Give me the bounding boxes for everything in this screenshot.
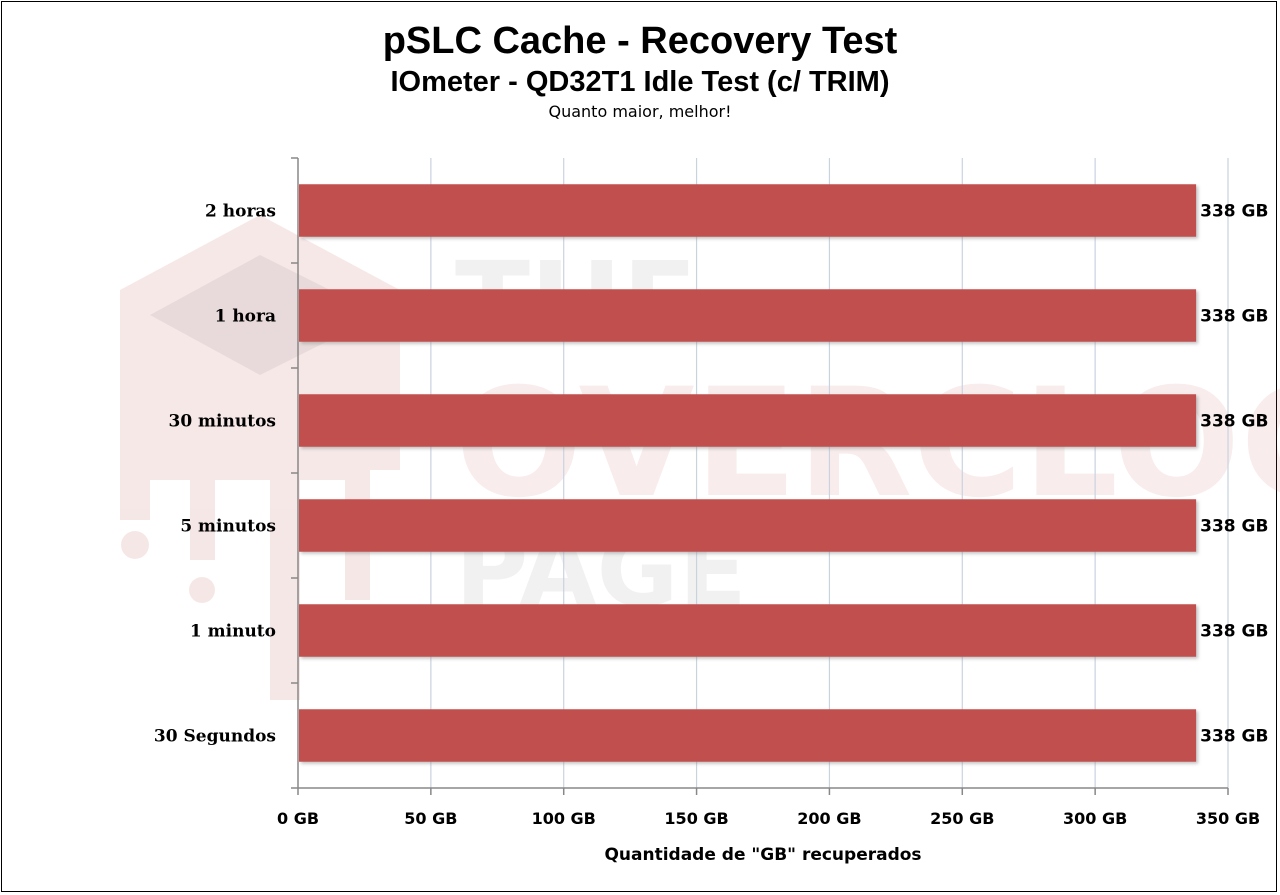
data-label: 338 GB: [1200, 307, 1268, 327]
data-label: 338 GB: [1200, 727, 1268, 747]
bar: [299, 499, 1197, 552]
category-label: 1 hora: [215, 307, 276, 327]
x-tick-label: 250 GB: [930, 809, 994, 828]
data-label: 338 GB: [1200, 412, 1268, 432]
x-tick-label: 350 GB: [1196, 809, 1260, 828]
x-tick-label: 200 GB: [797, 809, 861, 828]
x-tick-label: 50 GB: [404, 809, 457, 828]
bar: [299, 604, 1197, 657]
chart-note: Quanto maior, melhor!: [548, 102, 732, 121]
x-tick-label: 150 GB: [664, 809, 728, 828]
bar: [299, 709, 1197, 762]
chart-title: pSLC Cache - Recovery Test: [382, 20, 898, 62]
bar: [299, 394, 1197, 447]
data-label: 338 GB: [1200, 622, 1268, 642]
category-label: 2 horas: [205, 202, 276, 222]
bar: [299, 289, 1197, 342]
data-label: 338 GB: [1200, 517, 1268, 537]
category-label: 30 Segundos: [154, 727, 276, 747]
x-tick-label: 300 GB: [1063, 809, 1127, 828]
category-label: 5 minutos: [180, 517, 276, 537]
category-label: 1 minuto: [190, 622, 276, 642]
x-tick-label: 0 GB: [277, 809, 319, 828]
chart-subtitle: IOmeter - QD32T1 Idle Test (c/ TRIM): [390, 66, 890, 98]
data-label: 338 GB: [1200, 202, 1268, 222]
bar: [299, 184, 1197, 237]
x-axis-title: Quantidade de "GB" recuperados: [604, 845, 921, 865]
x-tick-label: 100 GB: [532, 809, 596, 828]
category-label: 30 minutos: [168, 412, 276, 432]
